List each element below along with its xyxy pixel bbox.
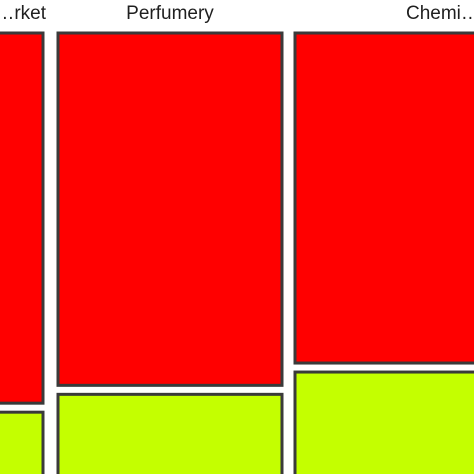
segment-0-0 <box>0 31 45 405</box>
column-0: …rket <box>0 3 47 474</box>
category-label: Chemi… <box>406 3 474 24</box>
column-2: Chemi… <box>293 3 474 474</box>
segment-2-0 <box>293 31 474 365</box>
segment-2-1 <box>293 370 474 474</box>
segment-1-1 <box>56 392 284 474</box>
column-1: Perfumery <box>56 3 284 474</box>
segment-0-1 <box>0 410 45 474</box>
category-label: Perfumery <box>126 3 214 24</box>
segment-1-0 <box>56 31 284 387</box>
category-label: …rket <box>0 3 47 24</box>
